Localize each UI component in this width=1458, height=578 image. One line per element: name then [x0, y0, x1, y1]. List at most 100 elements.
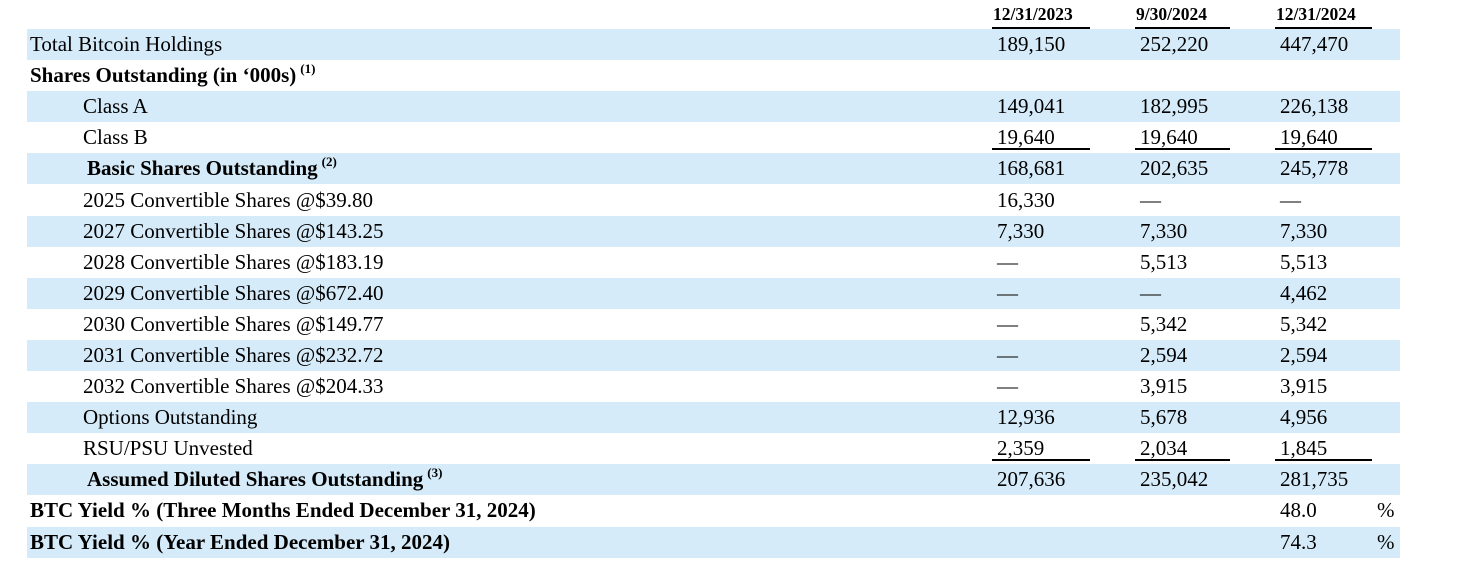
column-gap [1090, 247, 1135, 278]
row-label-text: 2028 Convertible Shares @$183.19 [83, 249, 384, 274]
row-label: RSU/PSU Unvested [27, 433, 992, 464]
row-label: 2032 Convertible Shares @$204.33 [27, 371, 992, 402]
row-label: Total Bitcoin Holdings [27, 29, 992, 60]
row-label-text: Total Bitcoin Holdings [30, 32, 223, 57]
table-row: Class A 149,041 182,995 226,138 [27, 91, 1400, 123]
value-cell-col3: 48.0 [1280, 498, 1317, 523]
table-row: RSU/PSU Unvested 2,359 2,034 1,845 [27, 433, 1400, 464]
table-row: Shares Outstanding (in ‘000s) (1) [27, 60, 1400, 91]
value-cell-col2: 7,330 [1140, 218, 1188, 243]
column-gap [1090, 153, 1135, 184]
table-row: Assumed Diluted Shares Outstanding (3) 207… [27, 464, 1400, 496]
value-cell-col3: 245,778 [1280, 156, 1349, 181]
row-label-text: Class A [83, 94, 148, 119]
column-gap [1230, 340, 1275, 371]
row-label: BTC Yield % (Three Months Ended December… [27, 495, 992, 526]
column-gap [1090, 495, 1135, 526]
percent-cell [1372, 91, 1400, 122]
value-cell-col3: 7,330 [1280, 218, 1328, 243]
table-body: Total Bitcoin Holdings 189,150 252,220 447,… [27, 29, 1400, 558]
table-row: BTC Yield % (Three Months Ended December… [27, 495, 1400, 526]
column-gap [1090, 216, 1135, 247]
row-label-text: 2032 Convertible Shares @$204.33 [83, 374, 384, 399]
row-label: 2031 Convertible Shares @$232.72 [27, 340, 992, 371]
value-cell-col2: 235,042 [1140, 467, 1209, 492]
column-gap [1090, 527, 1135, 558]
value-cell-col2: 252,220 [1140, 32, 1209, 57]
row-label-text: Class B [83, 125, 148, 150]
percent-cell [1372, 278, 1400, 309]
column-gap [1090, 371, 1135, 402]
value-cell-col3: 3,915 [1280, 374, 1328, 399]
value-cell-col3: 19,640 [1275, 122, 1372, 153]
value-cell-col1: 149,041 [997, 94, 1066, 119]
column-gap [1230, 29, 1275, 60]
value-cell-col1: 7,330 [997, 218, 1045, 243]
column-gap [1090, 0, 1135, 29]
column-gap [1090, 60, 1135, 91]
value-cell-col1: 189,150 [997, 32, 1066, 57]
value-cell-col2: 202,635 [1140, 156, 1209, 181]
percent-cell [1372, 309, 1400, 340]
row-label: 2027 Convertible Shares @$143.25 [27, 216, 992, 247]
value-cell-col1: — [997, 249, 1018, 274]
value-cell-col1: 168,681 [997, 156, 1066, 181]
column-gap [1090, 278, 1135, 309]
value-cell-col2: 2,594 [1140, 342, 1188, 367]
value-cell-col1: 12,936 [997, 405, 1055, 430]
value-cell-col3: 1,845 [1275, 433, 1372, 464]
table-row: Class B 19,640 19,640 19,640 [27, 122, 1400, 153]
column-header-date-1: 12/31/2023 [992, 0, 1090, 29]
row-label: Options Outstanding [27, 402, 992, 433]
percent-cell [1372, 433, 1400, 464]
column-gap [1230, 464, 1275, 495]
value-cell-col2: 182,995 [1140, 94, 1209, 119]
value-cell-col2 [1135, 60, 1230, 91]
percent-cell [1372, 216, 1400, 247]
column-gap [1230, 309, 1275, 340]
value-cell-col1: — [997, 374, 1018, 399]
row-label: 2030 Convertible Shares @$149.77 [27, 309, 992, 340]
row-label: Basic Shares Outstanding (2) [27, 153, 992, 184]
row-label-text: Options Outstanding [83, 405, 258, 430]
value-cell-col2: 3,915 [1140, 374, 1188, 399]
row-label: BTC Yield % (Year Ended December 31, 202… [27, 527, 992, 558]
value-cell-col3: 4,462 [1280, 280, 1328, 305]
row-label: Class A [27, 91, 992, 122]
value-cell-col1: — [997, 280, 1018, 305]
column-gap [1230, 402, 1275, 433]
row-label-text: 2025 Convertible Shares @$39.80 [83, 187, 373, 212]
value-cell-col2: — [1140, 187, 1161, 212]
value-cell-col2 [1135, 527, 1230, 558]
table-row: Options Outstanding 12,936 5,678 4,956 [27, 402, 1400, 434]
table-row: 2025 Convertible Shares @$39.80 16,330 — — [27, 184, 1400, 215]
value-cell-col1 [992, 495, 1090, 526]
table-row: 2029 Convertible Shares @$672.40 — — 4,462 [27, 277, 1400, 309]
row-label: 2025 Convertible Shares @$39.80 [27, 184, 992, 215]
value-cell-col3: 2,594 [1280, 342, 1328, 367]
column-gap [1230, 527, 1275, 558]
row-label-text: 2031 Convertible Shares @$232.72 [83, 342, 384, 367]
footnote-superscript: (3) [427, 465, 443, 481]
financial-table: 12/31/2023 9/30/2024 12/31/2024 Total Bi… [27, 0, 1400, 558]
percent-cell [1372, 247, 1400, 278]
value-cell-col3: 226,138 [1280, 94, 1349, 119]
percent-cell [1372, 122, 1400, 153]
column-gap [1230, 0, 1275, 29]
column-gap [1090, 402, 1135, 433]
column-gap [1090, 184, 1135, 215]
row-label: Assumed Diluted Shares Outstanding (3) [27, 464, 992, 495]
table-header-row: 12/31/2023 9/30/2024 12/31/2024 [27, 0, 1400, 29]
footnote-superscript: (2) [321, 154, 337, 170]
column-gap [1230, 371, 1275, 402]
row-label: 2028 Convertible Shares @$183.19 [27, 247, 992, 278]
percent-column-header [1372, 0, 1400, 29]
value-cell-col1: 2,359 [992, 433, 1090, 464]
value-cell-col1: 19,640 [992, 122, 1090, 153]
percent-cell [1372, 29, 1400, 60]
value-cell-col2 [1135, 495, 1230, 526]
column-gap [1090, 464, 1135, 495]
percent-cell: % [1377, 498, 1395, 523]
value-cell-col3: 5,513 [1280, 249, 1328, 274]
